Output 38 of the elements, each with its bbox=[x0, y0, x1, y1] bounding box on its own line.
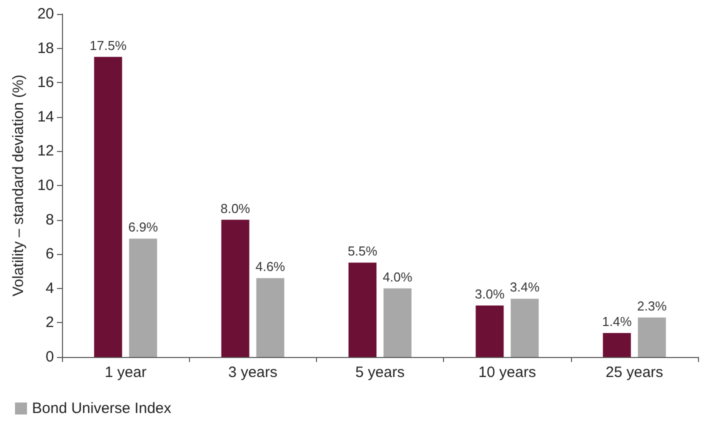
y-tick-label: 16 bbox=[37, 74, 54, 92]
y-tick-label: 4 bbox=[46, 280, 54, 297]
y-tick-label: 6 bbox=[46, 246, 54, 263]
y-tick-label: 12 bbox=[37, 142, 54, 160]
bar bbox=[602, 332, 631, 357]
bar bbox=[638, 318, 666, 357]
y-tick-label: 20 bbox=[37, 6, 54, 22]
y-tick-label: 0 bbox=[46, 348, 54, 366]
data-label: 6.9% bbox=[128, 220, 158, 235]
bar bbox=[94, 56, 122, 357]
data-label: 1.4% bbox=[602, 314, 632, 329]
x-tick-label: 3 years bbox=[228, 364, 278, 381]
x-tick-label: 10 years bbox=[478, 364, 536, 381]
y-axis-title: Volatility – standard deviation (%) bbox=[10, 74, 27, 296]
y-tick-label: 2 bbox=[46, 314, 54, 332]
x-tick-label: 5 years bbox=[355, 364, 405, 381]
bar bbox=[129, 238, 158, 357]
data-label: 8.0% bbox=[220, 200, 251, 216]
x-tick-label: 25 years bbox=[606, 364, 664, 381]
data-label: 5.5% bbox=[348, 244, 378, 259]
data-label: 4.0% bbox=[382, 269, 413, 284]
data-label: 4.6% bbox=[255, 259, 286, 274]
bar bbox=[221, 220, 250, 357]
y-tick-label: 10 bbox=[37, 177, 54, 194]
bar bbox=[384, 288, 412, 357]
data-label: 3.4% bbox=[510, 280, 540, 295]
bar bbox=[256, 278, 284, 357]
x-tick-label: 1 year bbox=[104, 364, 146, 381]
y-tick-label: 18 bbox=[37, 40, 54, 57]
data-label: 2.3% bbox=[637, 298, 668, 314]
data-label: 3.0% bbox=[474, 286, 505, 302]
bar bbox=[348, 262, 376, 357]
legend-label: Bond Universe Index bbox=[32, 400, 172, 417]
bar bbox=[476, 306, 504, 357]
bar bbox=[510, 298, 539, 357]
y-tick-label: 8 bbox=[46, 211, 54, 228]
y-tick-label: 14 bbox=[37, 108, 54, 126]
data-label: 17.5% bbox=[90, 38, 127, 53]
